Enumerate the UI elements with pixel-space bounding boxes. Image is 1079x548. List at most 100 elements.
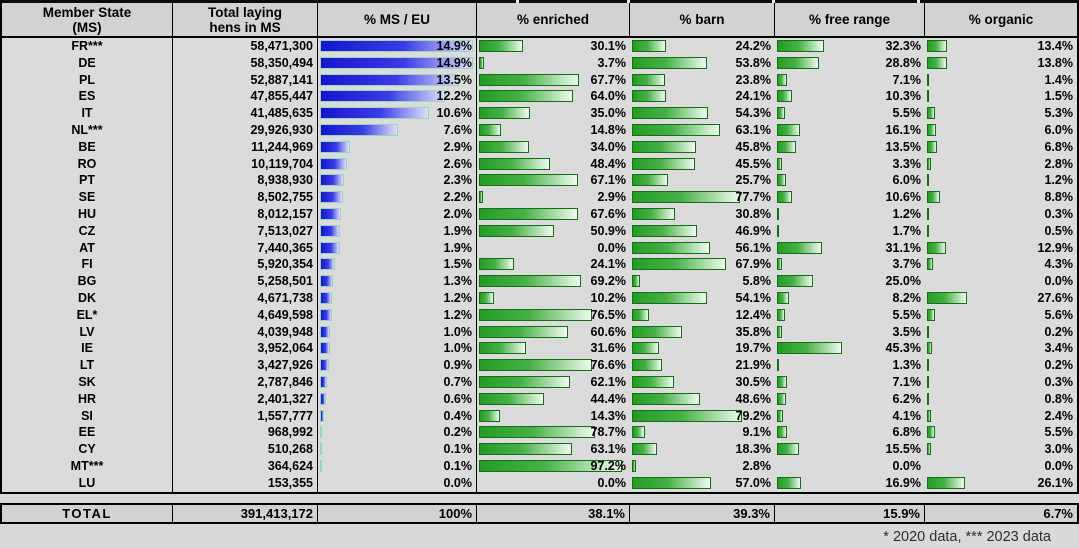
column-header-organic: % organic (925, 3, 1077, 36)
cell-value: 45.3% (885, 341, 921, 356)
table-row: SI 1,557,777 0.4% 14.3% 79.2% 4.1% 2.4% (2, 407, 1077, 425)
member-state-cell: EL* (2, 306, 173, 324)
barn-bar (632, 224, 698, 237)
enriched-bar-cell: 62.1% (477, 374, 630, 391)
barn-bar-cell: 9.1% (630, 424, 775, 441)
free-range-bar (777, 258, 783, 271)
ms-eu-bar (320, 375, 328, 388)
cell-value: 1.5% (443, 257, 473, 272)
enriched-bar-cell: 0.0% (477, 475, 630, 492)
organic-bar-cell: 0.8% (925, 391, 1077, 408)
ms-eu-bar (320, 459, 322, 472)
organic-bar-cell: 0.5% (925, 223, 1077, 240)
ms-eu-bar-cell: 10.6% (318, 105, 477, 122)
cell-value: 48.4% (590, 156, 626, 171)
cell-value: 2.9% (443, 139, 473, 154)
cell-value: 0.0% (597, 240, 627, 255)
member-state-cell: AT (2, 239, 173, 257)
cell-value: 5.5% (892, 307, 922, 322)
table-row: HR 2,401,327 0.6% 44.4% 48.6% 6.2% 0.8% (2, 390, 1077, 408)
ms-eu-bar (320, 443, 322, 456)
ms-eu-bar-cell: 0.0% (318, 474, 477, 492)
member-state-cell: FR*** (2, 38, 173, 55)
cell-value: 76.6% (590, 358, 626, 373)
total-hens-cell: 2,787,846 (173, 373, 318, 391)
enriched-bar-cell: 0.0% (477, 240, 630, 257)
barn-bar (632, 342, 660, 355)
free-range-bar-cell: 5.5% (775, 307, 925, 324)
cell-value: 23.8% (735, 72, 771, 87)
member-state-cell: HU (2, 205, 173, 223)
free-range-bar (777, 73, 788, 86)
ms-eu-bar-cell: 1.0% (318, 323, 477, 341)
cell-value: 31.6% (590, 341, 626, 356)
ms-eu-bar (320, 56, 473, 69)
barn-bar-cell: 53.8% (630, 55, 775, 72)
free-range-bar-cell: 13.5% (775, 139, 925, 156)
enriched-bar-cell: 3.7% (477, 55, 630, 72)
organic-bar-cell: 6.8% (925, 139, 1077, 156)
ms-eu-bar-cell: 0.7% (318, 373, 477, 391)
header-label: % free range (808, 12, 891, 27)
cell-value: 67.9% (735, 257, 771, 272)
organic-bar-cell: 26.1% (925, 475, 1077, 492)
member-state-cell: NL*** (2, 121, 173, 139)
enriched-bar-cell: 14.3% (477, 408, 630, 425)
cell-value: 60.6% (590, 324, 626, 339)
enriched-bar (479, 123, 501, 136)
cell-value: 14.8% (590, 122, 626, 137)
ms-eu-bar-cell: 1.0% (318, 340, 477, 358)
cell-value: 4.3% (1044, 257, 1074, 272)
cell-value: 97.2% (590, 458, 626, 473)
table-body: FR*** 58,471,300 14.9% 30.1% 24.2% 32.3% 13.4%… (2, 38, 1077, 492)
header-label: Member State (42, 4, 132, 20)
cell-value: 0.0% (892, 458, 922, 473)
cell-value: 1.2% (443, 307, 473, 322)
barn-bar (632, 123, 720, 136)
organic-bar (927, 443, 932, 456)
ms-eu-bar-cell: 1.2% (318, 289, 477, 307)
cell-value: 57.0% (735, 475, 771, 490)
cell-value: 6.2% (892, 391, 922, 406)
barn-bar (632, 73, 666, 86)
free-range-bar-cell: 4.1% (775, 408, 925, 425)
organic-bar-cell: 3.0% (925, 441, 1077, 458)
cell-value: 44.4% (590, 391, 626, 406)
cell-value: 3.3% (892, 156, 922, 171)
barn-bar-cell: 2.8% (630, 458, 775, 475)
total-hens-cell: 5,920,354 (173, 256, 318, 274)
free-range-bar (777, 359, 779, 372)
free-range-bar-cell: 3.5% (775, 324, 925, 341)
cell-value: 76.5% (590, 307, 626, 322)
organic-bar-cell: 4.3% (925, 256, 1077, 273)
free-range-bar-cell: 45.3% (775, 340, 925, 357)
cell-value: 64.0% (590, 89, 626, 104)
barn-bar (632, 392, 700, 405)
member-state-cell: SI (2, 407, 173, 425)
table-row: NL*** 29,926,930 7.6% 14.8% 63.1% 16.1% 6.0% (2, 121, 1077, 139)
free-range-bar (777, 443, 800, 456)
enriched-bar (479, 308, 592, 321)
member-state-cell: SE (2, 189, 173, 206)
organic-bar (927, 375, 929, 388)
cell-value: 3.5% (892, 324, 922, 339)
table-row: CZ 7,513,027 1.9% 50.9% 46.9% 1.7% 0.5% (2, 222, 1077, 240)
enriched-bar-cell: 48.4% (477, 156, 630, 173)
table-row: DE 58,350,494 14.9% 3.7% 53.8% 28.8% 13.8% (2, 54, 1077, 72)
barn-bar-cell: 35.8% (630, 324, 775, 341)
ms-eu-bar (320, 107, 429, 120)
column-header-barn: % barn (630, 3, 775, 36)
free-range-bar-cell: 10.3% (775, 88, 925, 105)
cell-value: 14.3% (590, 408, 626, 423)
barn-bar-cell: 46.9% (630, 223, 775, 240)
enriched-bar (479, 359, 592, 372)
barn-bar-cell: 45.5% (630, 156, 775, 173)
total-hens-cell: 47,855,447 (173, 88, 318, 106)
cell-value: 0.0% (1044, 274, 1074, 289)
enriched-bar (479, 291, 494, 304)
ms-eu-bar (320, 241, 340, 254)
footnote-text: * 2020 data, *** 2023 data (883, 528, 1051, 545)
cell-value: 6.8% (892, 425, 922, 440)
cell-value: 1.7% (892, 223, 922, 238)
free-range-bar (777, 107, 785, 120)
